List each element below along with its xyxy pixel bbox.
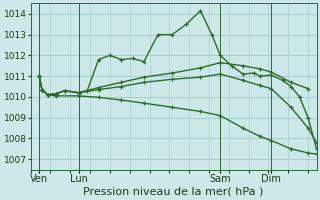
X-axis label: Pression niveau de la mer( hPa ): Pression niveau de la mer( hPa ) [84, 187, 264, 197]
